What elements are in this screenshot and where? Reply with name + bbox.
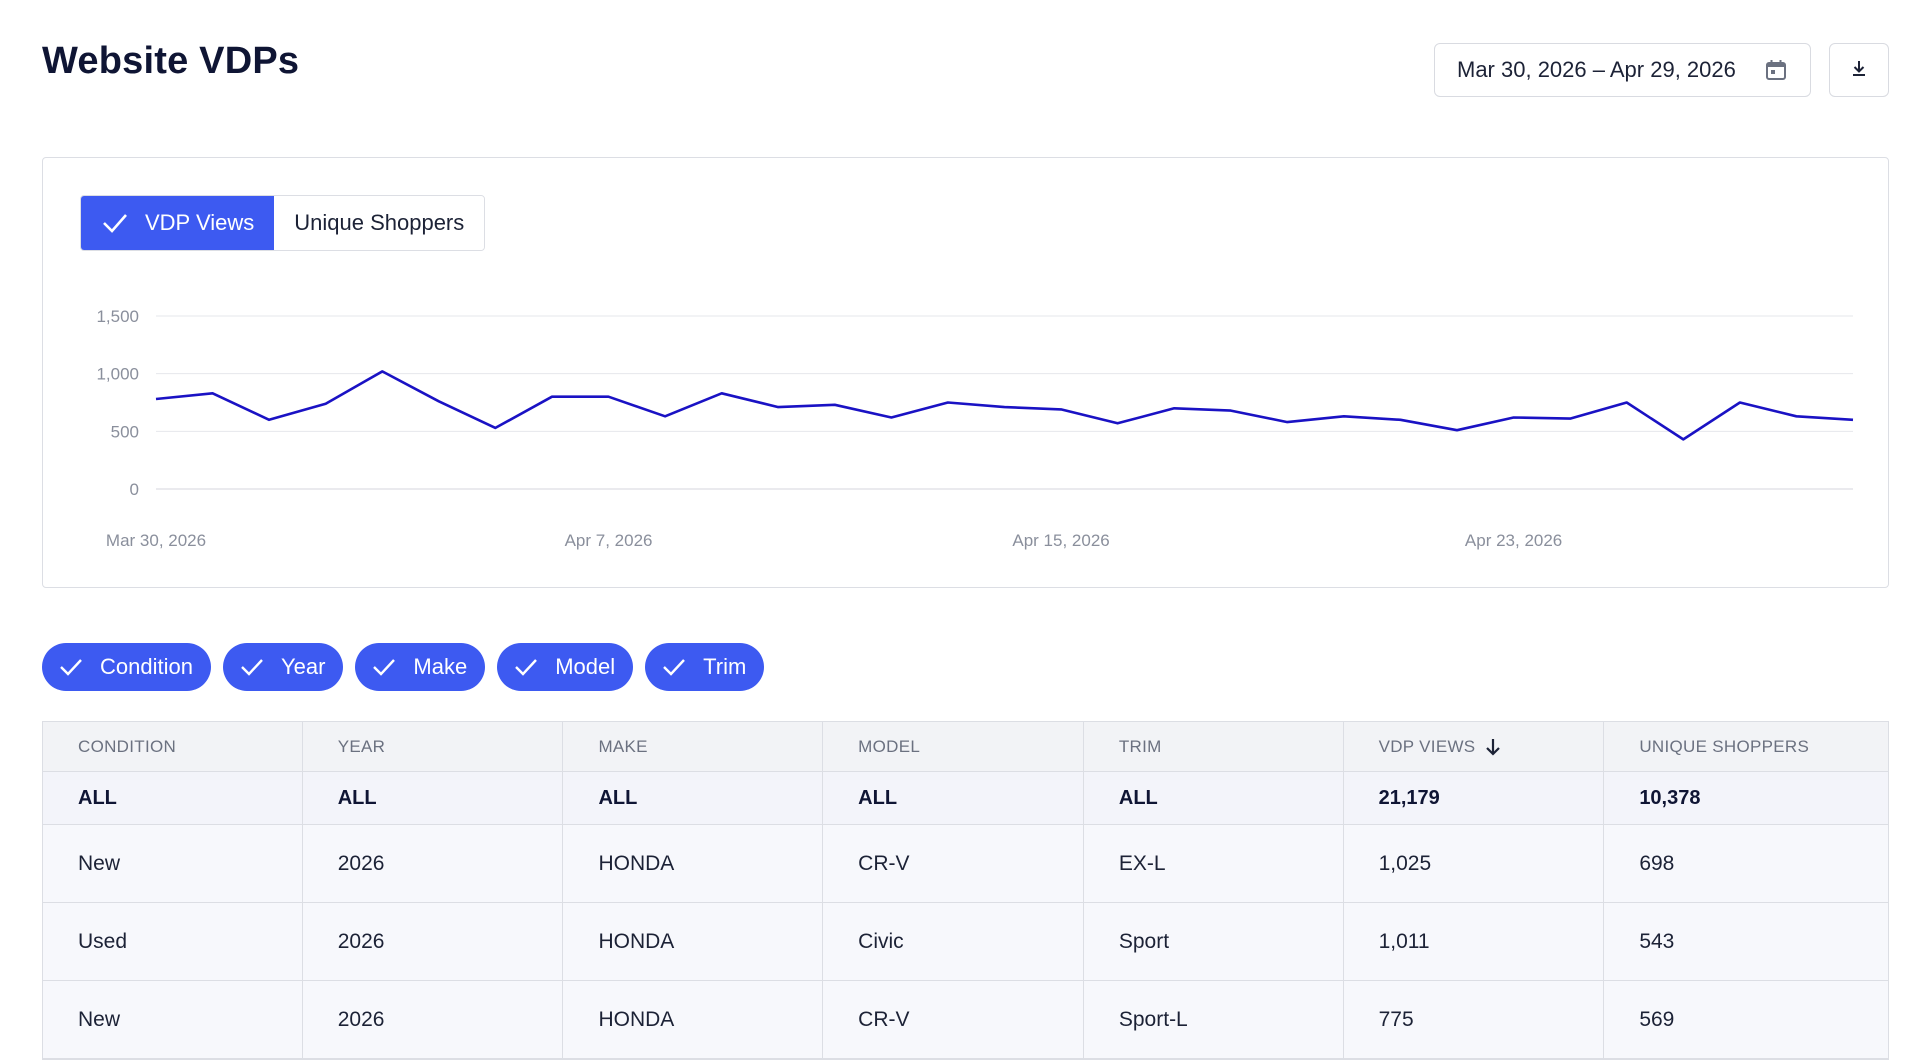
table-cell: 2026	[303, 903, 564, 980]
table-cell: HONDA	[563, 825, 824, 902]
table-header-row: CONDITION YEAR MAKE MODEL TRIM VDP VIEWS…	[43, 722, 1888, 772]
check-icon	[58, 656, 86, 678]
header-model[interactable]: MODEL	[823, 722, 1084, 771]
x-tick-label: Mar 30, 2026	[106, 531, 206, 550]
table-cell: 2026	[303, 825, 564, 902]
table-cell: New	[43, 981, 303, 1058]
header-label: VDP VIEWS	[1378, 736, 1476, 756]
table-cell: EX-L	[1084, 825, 1344, 902]
check-icon	[371, 656, 399, 678]
download-button[interactable]	[1829, 43, 1889, 97]
unique-shoppers-toggle[interactable]: Unique Shoppers	[274, 196, 485, 250]
table-cell: 1,011	[1344, 903, 1605, 980]
y-tick-label: 1,000	[96, 365, 139, 384]
filter-make[interactable]: Make	[355, 643, 486, 691]
date-range-text: Mar 30, 2026 – Apr 29, 2026	[1457, 57, 1736, 82]
check-icon	[661, 656, 689, 678]
table-row[interactable]: Used 2026 HONDA Civic Sport 1,011 543	[43, 903, 1888, 981]
header-year[interactable]: YEAR	[303, 722, 564, 771]
calendar-icon	[1764, 58, 1788, 82]
check-icon	[101, 211, 131, 235]
table-cell: 698	[1639, 851, 1675, 875]
filter-condition[interactable]: Condition	[42, 643, 211, 691]
table-cell: ALL	[563, 772, 824, 824]
chart-card: VDP Views Unique Shoppers 0 500 1,000 1,500…	[42, 157, 1889, 588]
x-tick-label: Apr 23, 2026	[1465, 531, 1562, 550]
filter-label: Year	[280, 654, 326, 679]
header-label: MAKE	[598, 736, 648, 756]
header-condition[interactable]: CONDITION	[43, 722, 303, 771]
filter-label: Make	[413, 654, 468, 679]
filter-year[interactable]: Year	[222, 643, 344, 691]
table-row[interactable]: New 2026 HONDA CR-V EX-L 1,025 698	[43, 825, 1888, 903]
table-cell: Sport	[1084, 903, 1344, 980]
filter-model[interactable]: Model	[497, 643, 634, 691]
header-vdp-views[interactable]: VDP VIEWS	[1344, 722, 1605, 771]
header-label: YEAR	[337, 736, 386, 756]
data-table: CONDITION YEAR MAKE MODEL TRIM VDP VIEWS…	[42, 721, 1889, 1060]
table-cell: HONDA	[563, 981, 824, 1058]
table-cell: 21,179	[1344, 772, 1605, 824]
table-total-row: ALL ALL ALL ALL ALL 21,179 10,378	[43, 772, 1888, 825]
y-tick-label: 500	[111, 422, 139, 441]
header-label: CONDITION	[78, 736, 177, 756]
table-cell: HONDA	[563, 903, 824, 980]
table-cell: Used	[43, 903, 303, 980]
table-cell: Sport-L	[1084, 981, 1344, 1058]
vdp-views-label: VDP Views	[145, 210, 255, 235]
header-label: MODEL	[858, 736, 921, 756]
header-make[interactable]: MAKE	[563, 722, 824, 771]
table-cell: ALL	[1084, 772, 1344, 824]
y-tick-label: 1,500	[96, 307, 139, 326]
header-label: TRIM	[1118, 736, 1162, 756]
metric-toggle: VDP Views Unique Shoppers	[80, 195, 486, 251]
line-chart: 0 500 1,000 1,500 Mar 30, 2026 Apr 7, 2026 Apr…	[96, 307, 1854, 550]
table-cell: CR-V	[823, 981, 1084, 1058]
header-unique-shoppers[interactable]: UNIQUE SHOPPERS	[1604, 722, 1888, 771]
table-cell: ALL	[43, 772, 303, 824]
series-line-vdp-views	[155, 370, 1854, 441]
arrow-down-icon	[1485, 738, 1501, 756]
dimension-filters: Condition Year Make Model Trim	[42, 643, 765, 691]
filter-trim[interactable]: Trim	[645, 643, 765, 691]
check-icon	[239, 656, 267, 678]
download-icon	[1849, 58, 1869, 83]
table-cell: ALL	[823, 772, 1084, 824]
header-label: UNIQUE SHOPPERS	[1639, 736, 1810, 756]
table-cell: 2026	[303, 981, 564, 1058]
table-row[interactable]: New 2026 HONDA CR-V Sport-L 775 569	[43, 981, 1888, 1059]
table-cell: 1,025	[1344, 825, 1605, 902]
check-icon	[513, 656, 541, 678]
table-cell: 569	[1639, 1007, 1675, 1031]
x-tick-label: Apr 7, 2026	[565, 531, 653, 550]
table-cell: Civic	[823, 903, 1084, 980]
table-cell: 775	[1344, 981, 1605, 1058]
table-cell: 10,378	[1639, 786, 1701, 809]
filter-label: Condition	[100, 654, 193, 679]
table-cell: 543	[1639, 929, 1675, 953]
x-tick-label: Apr 15, 2026	[1012, 531, 1109, 550]
filter-label: Model	[555, 654, 616, 679]
header-trim[interactable]: TRIM	[1084, 722, 1344, 771]
date-range-picker[interactable]: Mar 30, 2026 – Apr 29, 2026	[1434, 43, 1811, 97]
vdp-views-toggle[interactable]: VDP Views	[81, 196, 275, 250]
filter-label: Trim	[703, 654, 747, 679]
table-cell: ALL	[303, 772, 564, 824]
y-tick-label: 0	[130, 480, 139, 499]
table-cell: CR-V	[823, 825, 1084, 902]
page-title: Website VDPs	[42, 40, 300, 82]
table-cell: New	[43, 825, 303, 902]
unique-shoppers-label: Unique Shoppers	[294, 210, 465, 235]
